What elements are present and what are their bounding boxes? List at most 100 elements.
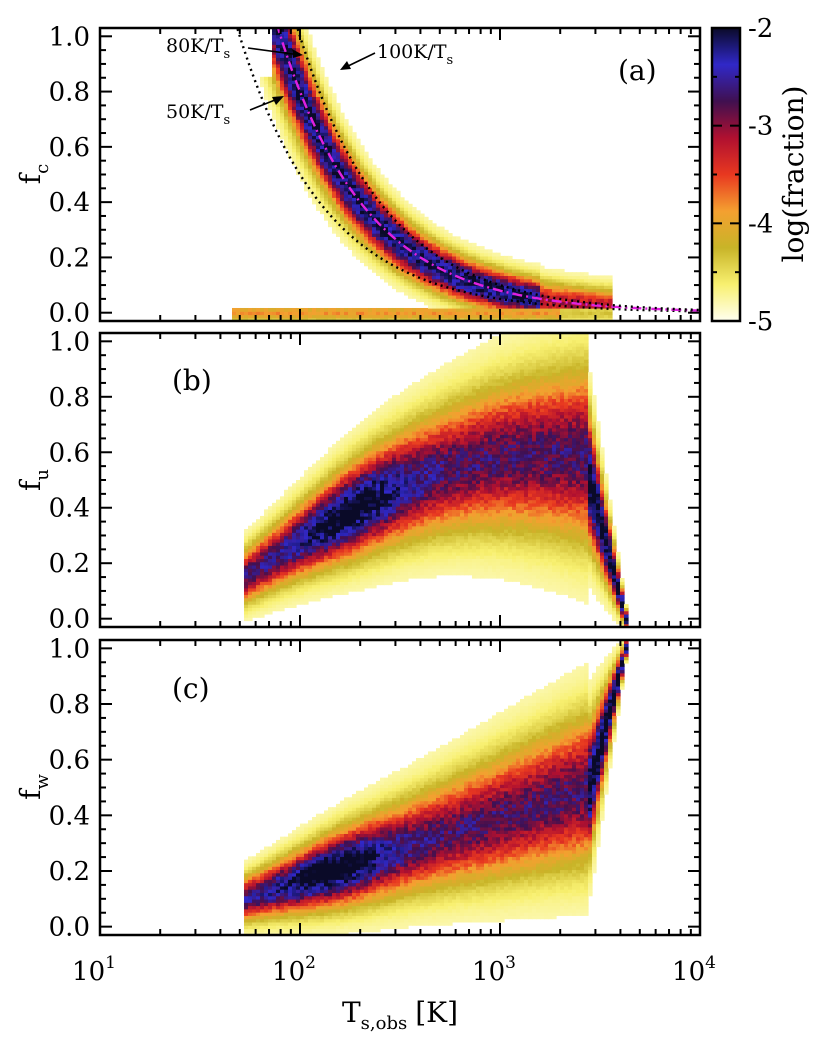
heatmap-cell: [340, 499, 345, 504]
heatmap-cell: [440, 561, 445, 566]
heatmap-cell: [404, 275, 409, 280]
heatmap-cell: [404, 512, 409, 517]
heatmap-cell: [312, 529, 317, 533]
heatmap-cell: [324, 181, 329, 185]
heatmap-cell: [556, 301, 561, 306]
heatmap-cell: [304, 532, 309, 537]
heatmap-cell: [420, 574, 425, 579]
heatmap-cell: [288, 93, 293, 97]
heatmap-cell: [292, 148, 297, 153]
heatmap-cell: [520, 304, 525, 309]
heatmap-cell: [376, 558, 381, 563]
heatmap-cell: [384, 314, 389, 319]
heatmap-cell: [340, 119, 345, 124]
heatmap-cell: [300, 584, 305, 589]
heatmap-cell: [300, 60, 305, 65]
heatmap-cell: [420, 265, 425, 270]
heatmap-cell: [340, 210, 345, 215]
heatmap-cell: [432, 314, 437, 319]
heatmap-cell: [268, 314, 273, 319]
heatmap-cell: [448, 304, 453, 309]
heatmap-cell: [244, 604, 249, 608]
heatmap-cell: [380, 506, 385, 510]
heatmap-cell: [268, 525, 273, 530]
heatmap-cell: [412, 414, 417, 419]
heatmap-cell: [320, 470, 325, 475]
heatmap-cell: [412, 294, 417, 299]
heatmap-cell: [348, 161, 353, 166]
heatmap-cell: [460, 272, 465, 277]
heatmap-cell: [500, 268, 505, 273]
heatmap-cell: [324, 457, 329, 461]
heatmap-cell: [400, 404, 405, 409]
heatmap-cell: [308, 532, 313, 537]
heatmap-cell: [408, 564, 413, 569]
heatmap-cell: [400, 262, 405, 267]
heatmap-cell: [428, 398, 433, 403]
heatmap-cell: [396, 463, 401, 468]
heatmap-cell: [316, 167, 321, 172]
heatmap-cell: [340, 158, 345, 163]
heatmap-cell: [300, 578, 305, 582]
heatmap-cell: [320, 177, 325, 182]
heatmap-cell: [320, 106, 325, 110]
heatmap-cell: [396, 515, 401, 520]
heatmap-cell: [308, 34, 313, 39]
heatmap-cell: [328, 587, 333, 592]
heatmap-cell: [316, 545, 321, 550]
heatmap-cell: [272, 568, 277, 573]
heatmap-cell: [320, 86, 325, 91]
heatmap-cell: [352, 571, 357, 576]
heatmap-cell: [340, 473, 345, 478]
heatmap-cell: [440, 509, 445, 514]
heatmap-cell: [376, 519, 381, 524]
heatmap-cell: [588, 275, 593, 280]
heatmap-cell: [296, 63, 301, 68]
heatmap-cell: [376, 246, 381, 250]
heatmap-cell: [324, 486, 329, 491]
heatmap-cell: [496, 275, 501, 280]
heatmap-cell: [412, 489, 417, 494]
heatmap-cell: [392, 431, 397, 435]
heatmap-cell: [424, 538, 429, 543]
heatmap-cell: [288, 44, 293, 49]
heatmap-cell: [300, 535, 305, 540]
heatmap-cell: [288, 486, 293, 491]
heatmap-cell: [456, 301, 461, 306]
heatmap-cell: [320, 128, 325, 133]
heatmap-cell: [352, 151, 357, 156]
heatmap-cell: [424, 551, 429, 556]
heatmap-cell: [340, 148, 345, 153]
heatmap-cell: [404, 317, 409, 321]
heatmap-cell: [316, 70, 321, 75]
heatmap-cell: [452, 301, 457, 306]
heatmap-cell: [284, 574, 289, 579]
heatmap-cell: [264, 607, 269, 612]
heatmap-cell: [320, 132, 325, 137]
heatmap-cell: [360, 246, 365, 250]
heatmap-cell: [340, 128, 345, 133]
heatmap-cell: [380, 499, 385, 504]
heatmap-cell: [316, 76, 321, 81]
heatmap-cell: [572, 311, 577, 316]
heatmap-cell: [416, 385, 421, 390]
heatmap-cell: [356, 187, 361, 192]
heatmap-cell: [328, 86, 333, 91]
heatmap-cell: [272, 578, 277, 582]
heatmap-cell: [384, 404, 389, 409]
heatmap-cell: [372, 512, 377, 517]
heatmap-cell: [428, 486, 433, 491]
heatmap-cell: [416, 210, 421, 215]
heatmap-cell: [232, 307, 237, 312]
heatmap-cell: [252, 568, 257, 573]
heatmap-cell: [556, 285, 561, 290]
heatmap-cell: [356, 571, 361, 576]
heatmap-cell: [376, 463, 381, 468]
heatmap-cell: [288, 496, 293, 501]
heatmap-cell: [424, 525, 429, 530]
heatmap-cell: [580, 272, 585, 277]
heatmap-cell: [328, 132, 333, 137]
heatmap-cell: [408, 440, 413, 445]
heatmap-cell: [548, 317, 553, 321]
heatmap-cell: [296, 93, 301, 97]
